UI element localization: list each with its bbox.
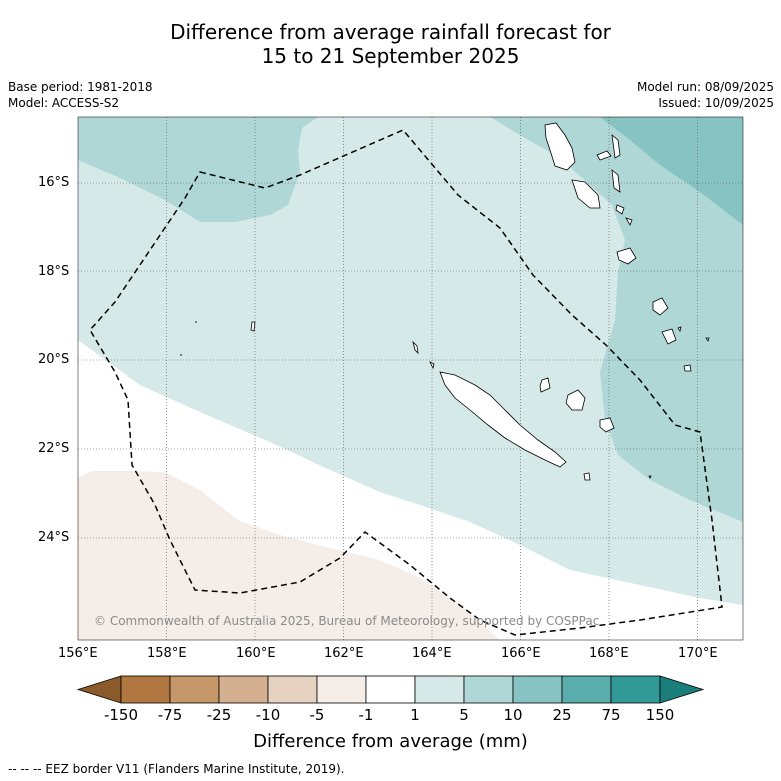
chart-title-line1: Difference from average rainfall forecas… xyxy=(170,20,611,44)
island-belep xyxy=(412,340,419,355)
colorbar-swatch xyxy=(414,675,465,704)
lon-label-166e: 166°E xyxy=(501,646,541,661)
lat-label-18s: 18°S xyxy=(38,264,70,279)
colorbar-swatch xyxy=(218,675,269,704)
colorbar-label: 5 xyxy=(459,706,469,724)
island-ouvea xyxy=(539,377,551,393)
island-maewo xyxy=(611,134,621,159)
colorbar-title: Difference from average (mm) xyxy=(253,731,528,752)
map-frame xyxy=(77,116,744,641)
lon-label-170e: 170°E xyxy=(678,646,718,661)
island-aneityum xyxy=(683,364,692,372)
island-efate xyxy=(616,247,637,265)
island-pentecost xyxy=(611,169,621,193)
band-5-to-10-east xyxy=(490,117,743,522)
colorbar-swatch xyxy=(169,675,220,704)
lat-label-20s: 20°S xyxy=(38,352,70,367)
colorbar-swatch xyxy=(267,675,318,704)
island-pines xyxy=(583,472,591,481)
island-espiritu-santo xyxy=(544,122,576,171)
colorbar-label: -10 xyxy=(255,706,281,724)
chart-title-line2: 15 to 21 September 2025 xyxy=(261,44,520,68)
colorbar-label: -150 xyxy=(103,706,139,724)
eez-border xyxy=(89,129,723,636)
island-ambae xyxy=(596,150,612,161)
lat-label-22s: 22°S xyxy=(38,441,70,456)
colorbar-label: 75 xyxy=(601,706,621,724)
island-aniwa xyxy=(677,326,682,332)
lon-label-164e: 164°E xyxy=(412,646,452,661)
lon-label-156e: 156°E xyxy=(58,646,98,661)
lat-label-24s: 24°S xyxy=(38,530,70,545)
colorbar-swatch xyxy=(610,675,661,704)
colorbar-label: -75 xyxy=(157,706,183,724)
forecast-shading xyxy=(78,117,743,640)
colorbar-swatch xyxy=(512,675,563,704)
lon-label-160e: 160°E xyxy=(236,646,276,661)
island-matthew xyxy=(648,475,652,479)
colorbar-swatch xyxy=(316,675,367,704)
copyright-text: © Commonwealth of Australia 2025, Bureau… xyxy=(94,614,600,628)
island-lifou xyxy=(565,389,586,411)
island-erromango xyxy=(652,297,669,316)
colorbar-label: 10 xyxy=(503,706,523,724)
colorbar-extend-low xyxy=(76,675,122,704)
island-reef-1 xyxy=(195,321,197,323)
model-text: Model: ACCESS-S2 xyxy=(8,96,120,110)
island-epi xyxy=(615,204,625,215)
island-futuna xyxy=(705,337,710,342)
island-small-1 xyxy=(429,361,435,370)
island-malekula xyxy=(571,179,601,209)
colorbar-label: -1 xyxy=(358,706,374,724)
lon-label-158e: 158°E xyxy=(147,646,187,661)
band-1-to-5 xyxy=(78,117,743,605)
colorbar-swatch xyxy=(561,675,612,704)
colorbar-label: -25 xyxy=(206,706,232,724)
colorbar-label: 150 xyxy=(645,706,675,724)
colorbar-label: 1 xyxy=(410,706,420,724)
model-run-text: Model run: 08/09/2025 xyxy=(636,80,774,94)
band-minus1-to-minus5 xyxy=(78,471,500,640)
colorbar-label: 25 xyxy=(552,706,572,724)
colorbar-swatch xyxy=(120,675,171,704)
band-5-to-10-west xyxy=(78,117,318,222)
lat-label-16s: 16°S xyxy=(38,175,70,190)
colorbar-extend-high xyxy=(659,675,705,704)
issued-text: Issued: 10/09/2025 xyxy=(658,96,774,110)
colorbar-label: -5 xyxy=(309,706,325,724)
island-mare xyxy=(599,417,615,433)
island-shepherd xyxy=(625,217,633,226)
band-10-to-25 xyxy=(600,117,743,225)
base-period-text: Base period: 1981-2018 xyxy=(8,80,153,94)
lon-label-162e: 162°E xyxy=(324,646,364,661)
lon-label-168e: 168°E xyxy=(589,646,629,661)
island-tanna xyxy=(661,328,677,345)
island-chesterfield xyxy=(250,321,256,332)
colorbar-swatch xyxy=(463,675,514,704)
colorbar-swatch xyxy=(365,675,416,704)
island-reef-2 xyxy=(180,354,182,356)
gridlines xyxy=(78,117,743,640)
island-grande-terre xyxy=(439,371,567,468)
eez-legend-text: -- -- -- EEZ border V11 (Flanders Marine… xyxy=(8,762,345,776)
